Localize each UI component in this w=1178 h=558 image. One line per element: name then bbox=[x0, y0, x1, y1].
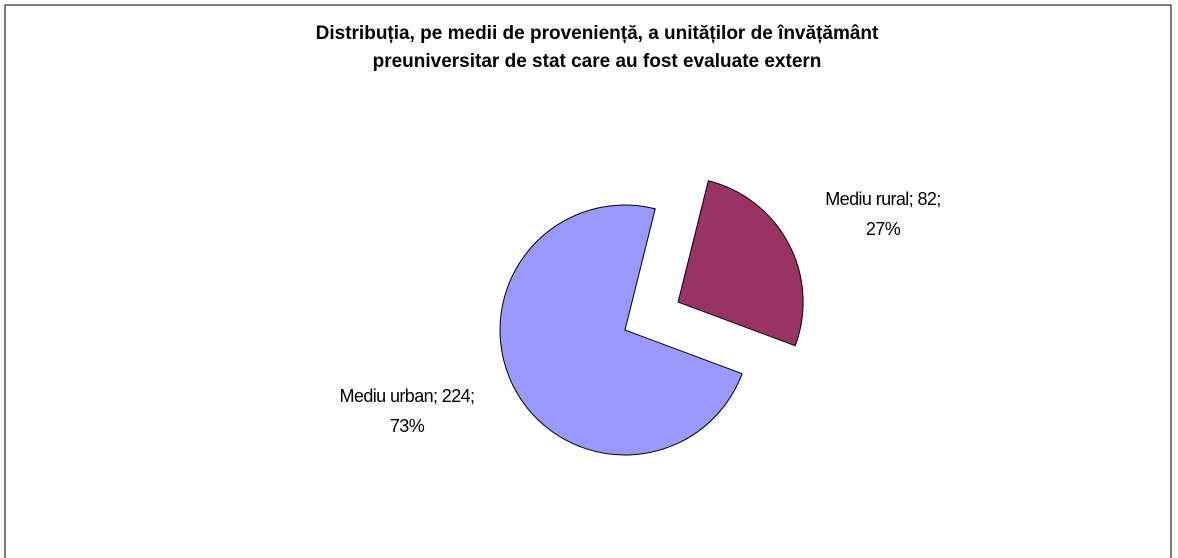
pie-slice bbox=[499, 204, 743, 456]
chart-title: Distribuția, pe medii de proveniență, a … bbox=[316, 23, 879, 44]
chart-title: preuniversitar de stat care au fost eval… bbox=[373, 51, 822, 72]
data-label: Mediu rural; 82; bbox=[825, 189, 940, 209]
data-label: Mediu urban; 224; bbox=[340, 386, 475, 406]
data-label: 73% bbox=[390, 416, 425, 436]
data-label: 27% bbox=[866, 219, 901, 239]
pie-slice bbox=[677, 180, 804, 347]
